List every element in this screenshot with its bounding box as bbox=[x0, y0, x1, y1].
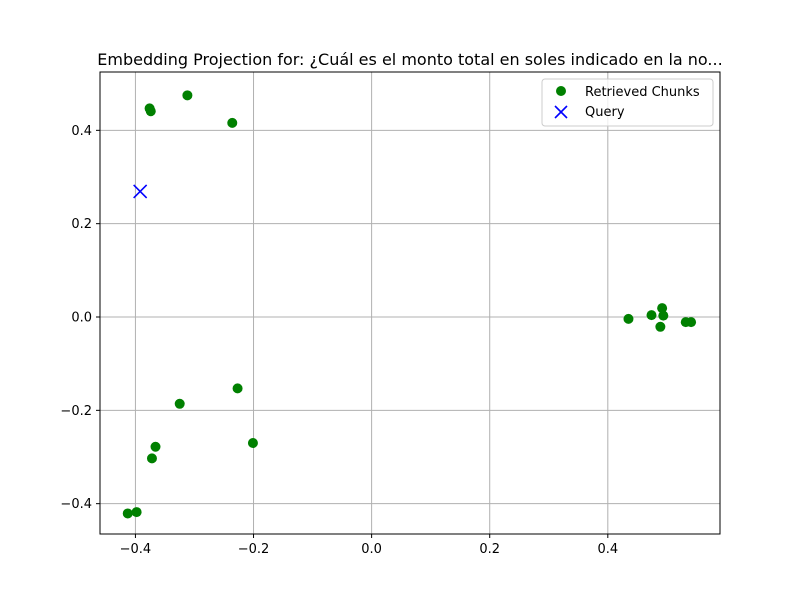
chart-title: Embedding Projection for: ¿Cuál es el mo… bbox=[97, 50, 722, 69]
legend-marker-query bbox=[554, 105, 568, 119]
legend-box bbox=[541, 78, 714, 127]
retrieved-chunk-point bbox=[232, 383, 243, 394]
grid bbox=[100, 72, 720, 534]
y-tick-label: 0.4 bbox=[71, 124, 92, 139]
retrieved-chunk-point bbox=[174, 398, 185, 409]
x-tick-label: 0.2 bbox=[479, 542, 500, 557]
legend-label-query: Query bbox=[585, 105, 625, 120]
retrieved-chunk-point bbox=[686, 317, 697, 328]
retrieved-chunk-point bbox=[247, 438, 258, 448]
retrieved-chunk-point bbox=[182, 90, 193, 101]
retrieved-chunk-point bbox=[146, 453, 157, 464]
retrieved-chunk-point bbox=[122, 508, 133, 519]
y-tick-label: 0.0 bbox=[71, 311, 92, 326]
axis-ticks: −0.4 −0.2 0.0 0.2 0.4 −0.4 −0.2 0.0 0.2 0.4 bbox=[60, 124, 618, 557]
retrieved-chunk-point bbox=[145, 106, 156, 117]
legend-label-retrieved-chunks: Retrieved Chunks bbox=[585, 85, 700, 100]
retrieved-chunk-point bbox=[655, 321, 666, 332]
retrieved-chunk-point bbox=[623, 313, 634, 324]
x-tick-label: 0.0 bbox=[361, 542, 382, 557]
x-tick-label: −0.2 bbox=[238, 542, 270, 557]
data-points bbox=[122, 90, 697, 519]
retrieved-chunk-point bbox=[657, 303, 668, 314]
legend-marker-retrieved-chunks bbox=[556, 86, 566, 96]
query-point bbox=[133, 184, 148, 199]
retrieved-chunk-point bbox=[150, 441, 161, 452]
retrieved-chunk-point bbox=[227, 117, 238, 128]
x-tick-label: 0.4 bbox=[597, 542, 618, 557]
legend: Retrieved Chunks Query bbox=[541, 78, 714, 127]
y-tick-label: 0.2 bbox=[71, 217, 92, 232]
y-tick-label: −0.4 bbox=[60, 497, 92, 512]
plot-frame bbox=[99, 71, 721, 535]
y-tick-label: −0.2 bbox=[60, 404, 92, 419]
x-tick-label: −0.4 bbox=[120, 542, 152, 557]
retrieved-chunk-point bbox=[658, 310, 669, 321]
retrieved-chunk-point bbox=[646, 310, 657, 321]
retrieved-chunk-point bbox=[131, 507, 142, 518]
